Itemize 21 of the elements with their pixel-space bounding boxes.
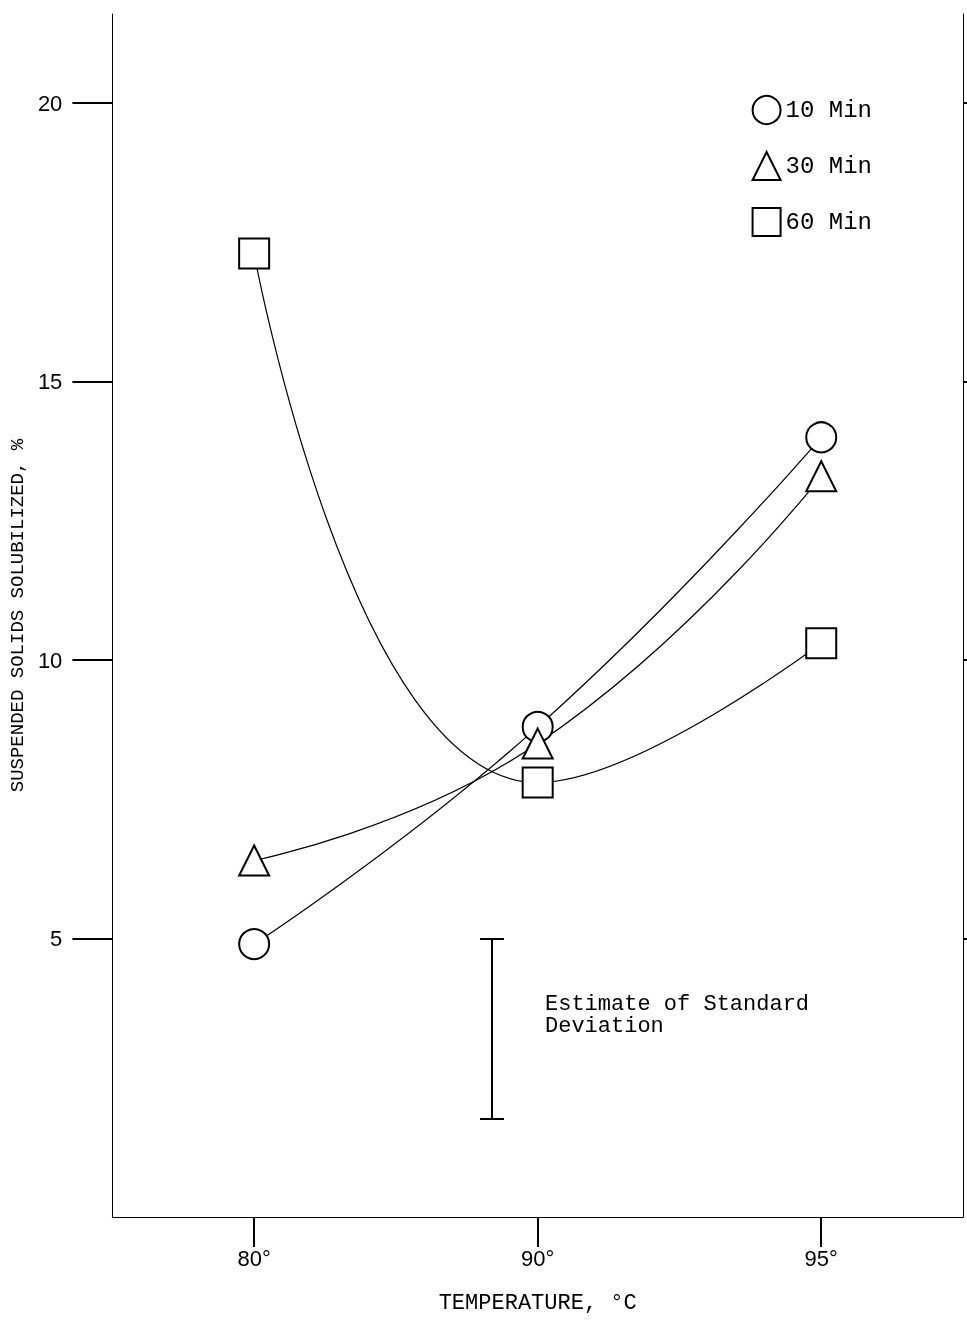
legend-label: 10 Min	[785, 96, 873, 124]
point	[238, 237, 271, 270]
x-tick-label: 90°	[521, 1245, 555, 1271]
point	[805, 421, 838, 454]
point	[238, 844, 271, 877]
x-axis-title: TEMPERATURE, °C	[438, 1290, 637, 1316]
legend-label: 30 Min	[785, 152, 873, 180]
point	[805, 627, 838, 660]
y-tick-label: 10	[37, 647, 63, 673]
x-tick-label: 80°	[237, 1245, 271, 1271]
point	[521, 727, 554, 760]
legend-label: 60 Min	[785, 208, 873, 236]
point	[238, 928, 271, 961]
x-tick-label: 95°	[804, 1245, 838, 1271]
point	[805, 460, 838, 493]
y-tick-label: 20	[37, 90, 63, 116]
point	[521, 766, 554, 799]
annotation: Estimate of Standard Deviation	[545, 991, 823, 1039]
y-tick-label: 15	[37, 369, 63, 395]
y-axis-title: SUSPENDED SOLIDS SOLUBILIZED, %	[6, 438, 29, 793]
y-tick-label: 5	[50, 926, 63, 952]
